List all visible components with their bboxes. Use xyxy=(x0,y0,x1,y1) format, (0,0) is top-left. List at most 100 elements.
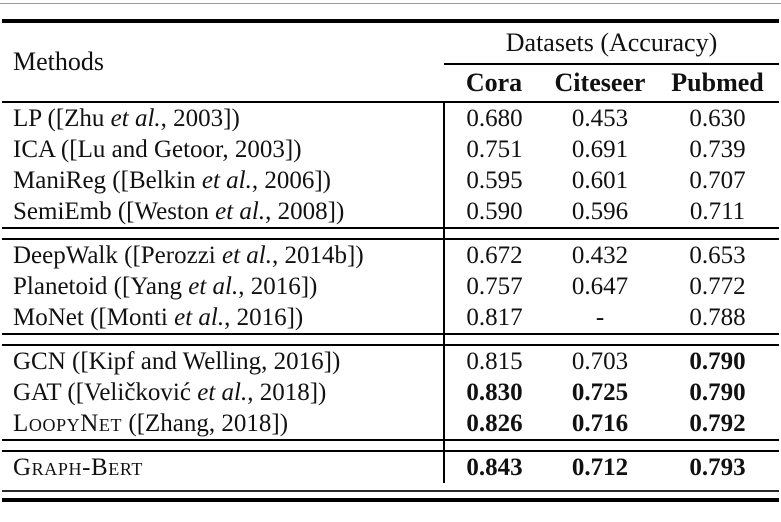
method-cell: LP ([Zhu et al., 2003]) xyxy=(2,102,445,134)
method-cell: GCN ([Kipf and Welling, 2016]) xyxy=(2,345,445,377)
method-text: et al. xyxy=(110,104,161,132)
table-row: DeepWalk ([Perozzi et al., 2014b]) 0.672 0… xyxy=(2,239,779,271)
accuracy-value-cell: 0.712 xyxy=(571,453,629,481)
method-text: MoNet ([Monti xyxy=(13,303,175,331)
accuracy-value-cell: 0.790 xyxy=(689,378,746,406)
table-row: ICA ([Lu and Getoor, 2003]) 0.751 0.691 0.7… xyxy=(2,134,779,165)
accuracy-value-cell: 0.595 xyxy=(466,166,523,194)
accuracy-value-cell: 0.647 xyxy=(571,272,629,300)
method-cell: ICA ([Lu and Getoor, 2003]) xyxy=(2,134,445,165)
group-separator-cell xyxy=(444,333,779,346)
table-row: MoNet ([Monti et al., 2016]) 0.817 - 0.788 xyxy=(2,302,779,334)
table-row: GCN ([Kipf and Welling, 2016]) 0.815 0.703… xyxy=(2,345,779,377)
method-text: DeepWalk ([Perozzi xyxy=(13,241,222,269)
accuracy-value-cell: 0.739 xyxy=(689,135,746,163)
group-separator-cell xyxy=(2,333,445,346)
accuracy-value-cell: 0.788 xyxy=(689,303,746,331)
accuracy-value-cell: 0.751 xyxy=(466,135,523,163)
accuracy-value-cell: 0.707 xyxy=(689,166,746,194)
accuracy-value-cell: 0.590 xyxy=(466,197,523,225)
group-separator-cell xyxy=(444,439,779,452)
accuracy-value-cell: 0.843 xyxy=(466,453,523,481)
method-text: et al. xyxy=(188,272,239,300)
header-row-datasets: Methods Datasets (Accuracy) xyxy=(2,23,779,103)
table-row: Planetoid ([Yang et al., 2016]) 0.757 0.64… xyxy=(2,271,779,302)
group-separator xyxy=(2,227,779,240)
method-cell: GAT ([Veličković et al., 2018]) xyxy=(2,377,445,408)
accuracy-value-cell: 0.711 xyxy=(689,197,746,225)
method-cell: LoopyNet ([Zhang, 2018]) xyxy=(2,408,445,440)
group-separator-cell xyxy=(2,439,445,452)
method-text: et al. xyxy=(222,241,272,269)
method-cell: SemiEmb ([Weston et al., 2008]) xyxy=(2,196,445,228)
method-text: LP ([Zhu xyxy=(13,104,111,132)
accuracy-value-cell: 0.790 xyxy=(689,347,746,375)
bottom-rule xyxy=(2,498,779,502)
method-text: , 2016]) xyxy=(224,303,304,331)
accuracy-value-cell: 0.596 xyxy=(571,197,629,225)
table-row: SemiEmb ([Weston et al., 2008]) 0.590 0.59… xyxy=(2,196,779,228)
method-text: , 2014b]) xyxy=(272,241,364,269)
method-text: , 2003]) xyxy=(160,104,240,132)
column-header-citeseer: Citeseer xyxy=(544,64,656,103)
table-row: LP ([Zhu et al., 2003]) 0.680 0.453 0.630 xyxy=(2,102,779,134)
accuracy-value-cell: 0.792 xyxy=(689,409,746,437)
accuracy-value-cell: 0.453 xyxy=(571,104,629,132)
method-text: Graph-Bert xyxy=(13,453,143,481)
method-cell: MoNet ([Monti et al., 2016]) xyxy=(2,302,445,334)
method-text: ManiReg ([Belkin xyxy=(13,166,202,194)
table-header: Methods Datasets (Accuracy) Cora Citesee… xyxy=(2,23,779,103)
table-row: GAT ([Veličković et al., 2018]) 0.830 0.72… xyxy=(2,377,779,408)
accuracy-value-cell: 0.725 xyxy=(571,378,629,406)
method-text: , 2008]) xyxy=(265,197,345,225)
method-text: , 2016]) xyxy=(238,272,318,300)
method-cell: DeepWalk ([Perozzi et al., 2014b]) xyxy=(2,239,445,271)
group-separator xyxy=(2,439,779,452)
method-text: et al. xyxy=(197,378,248,406)
top-faint-rule xyxy=(0,3,781,4)
accuracy-value-cell: 0.772 xyxy=(689,272,746,300)
method-text: et al. xyxy=(215,197,266,225)
accuracy-value-cell: 0.830 xyxy=(466,378,523,406)
results-table: Methods Datasets (Accuracy) Cora Citesee… xyxy=(2,23,779,483)
method-text: et al. xyxy=(201,166,252,194)
column-header-cora: Cora xyxy=(444,64,544,103)
group-separator-cell xyxy=(2,227,445,240)
table-row: ManiReg ([Belkin et al., 2006]) 0.595 0.60… xyxy=(2,165,779,196)
accuracy-value-cell: 0.680 xyxy=(466,104,523,132)
top-rule xyxy=(2,19,779,23)
method-text: Planetoid ([Yang xyxy=(13,272,189,300)
method-text: et al. xyxy=(174,303,225,331)
results-table-body: LP ([Zhu et al., 2003]) 0.680 0.453 0.630 IC… xyxy=(2,102,779,483)
accuracy-value-cell: 0.793 xyxy=(689,453,746,481)
method-text: ([Zhang, 2018]) xyxy=(122,409,289,437)
accuracy-value-cell: 0.817 xyxy=(466,303,523,331)
table-row: LoopyNet ([Zhang, 2018]) 0.826 0.716 0.792 xyxy=(2,408,779,440)
method-text: ICA ([Lu and Getoor, 2003]) xyxy=(13,135,302,163)
group-separator xyxy=(2,333,779,346)
table-row: Graph-Bert 0.843 0.712 0.793 xyxy=(2,451,779,483)
method-cell: ManiReg ([Belkin et al., 2006]) xyxy=(2,165,445,196)
accuracy-value-cell: 0.432 xyxy=(571,241,629,269)
method-text: SemiEmb ([Weston xyxy=(13,197,216,225)
accuracy-value-cell: 0.601 xyxy=(571,166,629,194)
methods-column-header: Methods xyxy=(2,23,444,103)
accuracy-value-cell: 0.691 xyxy=(571,135,629,163)
accuracy-value-cell: 0.757 xyxy=(466,272,523,300)
accuracy-value-cell: 0.630 xyxy=(689,104,746,132)
accuracy-value-cell: 0.826 xyxy=(466,409,523,437)
accuracy-value-cell: 0.716 xyxy=(571,409,629,437)
header-row-columns: Cora Citeseer Pubmed xyxy=(2,64,779,103)
method-text: LoopyNet xyxy=(13,409,123,437)
method-cell: Graph-Bert xyxy=(2,451,445,483)
accuracy-value-cell: 0.815 xyxy=(466,347,523,375)
method-cell: Planetoid ([Yang et al., 2016]) xyxy=(2,271,445,302)
group-separator-cell xyxy=(444,227,779,240)
method-text: GAT ([Veličković xyxy=(13,378,198,406)
bottom-thin-rule xyxy=(2,490,779,492)
accuracy-value-cell: 0.703 xyxy=(571,347,629,375)
accuracy-value-cell: 0.672 xyxy=(466,241,523,269)
method-text: GCN ([Kipf and Welling, 2016]) xyxy=(13,347,341,375)
accuracy-value-cell: 0.653 xyxy=(689,241,746,269)
